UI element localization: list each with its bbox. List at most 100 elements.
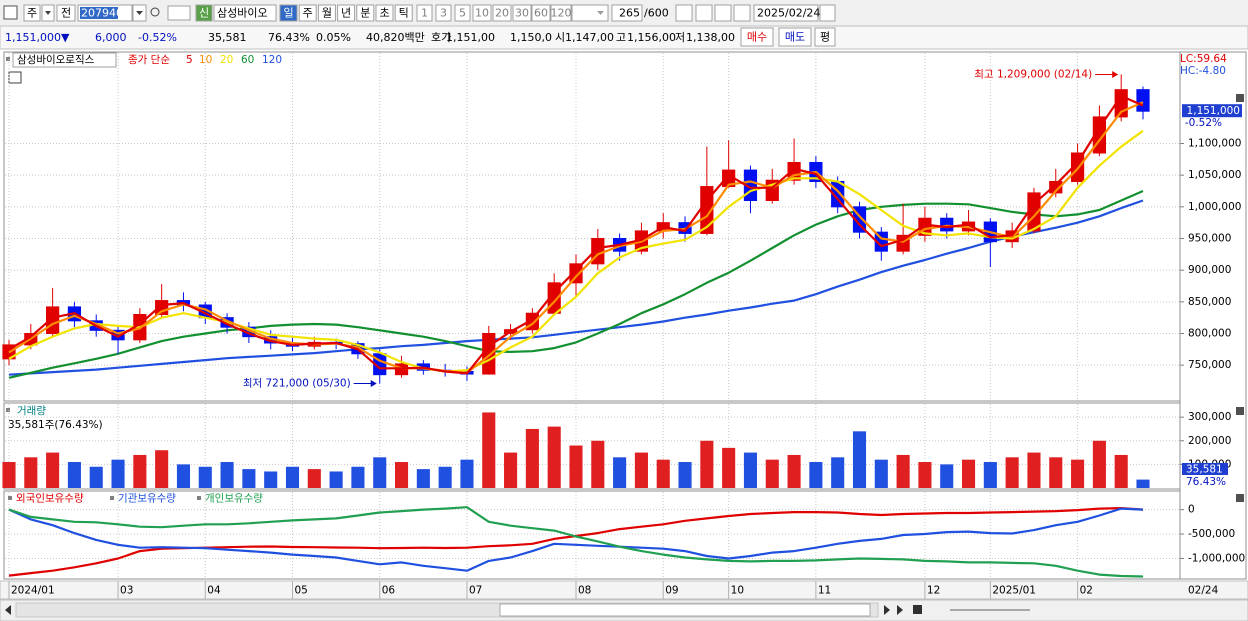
button[interactable] (512, 4, 532, 22)
volume-bar (264, 471, 278, 488)
tool-icon[interactable] (695, 4, 713, 22)
count-text: 265 (619, 7, 640, 20)
button[interactable] (317, 4, 336, 22)
volume-bar (1114, 454, 1128, 488)
last-price-box (1182, 104, 1242, 118)
search-icon[interactable] (150, 7, 160, 17)
quote-low-label: 저 (675, 31, 685, 44)
button[interactable] (375, 4, 394, 22)
date-box[interactable] (753, 4, 819, 22)
sound-icon[interactable] (167, 5, 191, 21)
candle-body (940, 217, 954, 232)
y-tick-label: 300,000 (1188, 411, 1231, 423)
last-volume-box (1182, 463, 1228, 475)
volume-bar (2, 462, 16, 488)
settings-icon[interactable] (733, 4, 751, 22)
interval-label: 월 (322, 7, 332, 20)
save-icon[interactable] (714, 4, 732, 22)
button[interactable] (279, 4, 298, 22)
y-tick-label: 800,000 (1188, 328, 1231, 340)
tool-icon[interactable] (675, 4, 693, 22)
volume-bar (155, 450, 169, 488)
stop-button[interactable] (913, 605, 922, 614)
count-box[interactable] (611, 4, 643, 22)
legend-entry: 개인보유수량 (205, 493, 263, 505)
volume-bar (961, 459, 976, 488)
volume-bar (918, 462, 932, 488)
volume-bar (1005, 457, 1019, 488)
scroll-left[interactable] (5, 605, 11, 615)
interval-label: 주 (303, 7, 313, 20)
button[interactable] (195, 4, 213, 22)
window-icon[interactable] (3, 5, 18, 20)
quote-bid: 1,150,0 (510, 31, 552, 44)
volume-bar (67, 462, 81, 488)
volume-bar (547, 426, 561, 488)
volume-bar (373, 457, 387, 488)
panel-button[interactable] (1236, 94, 1244, 102)
x-last-date: 02/24 (1188, 585, 1219, 597)
volume-bar (743, 452, 758, 488)
volume-bar (242, 469, 256, 488)
title-box (12, 52, 117, 68)
volume-bar (874, 459, 888, 488)
calendar-icon[interactable] (819, 4, 836, 22)
button[interactable] (416, 4, 433, 22)
button[interactable] (298, 4, 317, 22)
chart-title: 삼성바이오로직스 (17, 54, 95, 66)
volume-bar (831, 457, 845, 488)
table-icon[interactable] (8, 71, 22, 84)
button[interactable] (492, 4, 512, 22)
volume-bar (504, 452, 518, 488)
button[interactable] (23, 4, 41, 22)
volume-bar (460, 459, 474, 488)
multiplier-label: 30 (515, 7, 529, 20)
panel-button[interactable] (1236, 407, 1244, 415)
quote-amount: 40,820백만 (366, 31, 425, 44)
button[interactable] (337, 4, 356, 22)
button[interactable] (56, 4, 76, 22)
button[interactable] (531, 4, 551, 22)
scroll-thumb[interactable] (499, 603, 871, 617)
volume-bar (983, 462, 997, 488)
volume-bar (133, 454, 147, 488)
scroll-controls[interactable] (884, 605, 903, 615)
quote-change-pct: -0.52% (138, 31, 177, 44)
quote-high-label: 고 (616, 31, 626, 44)
new-label: 신 (199, 7, 209, 20)
multiplier-label: 3 (440, 7, 447, 20)
interval-label: 틱 (399, 7, 409, 20)
interval-label: 일 (283, 6, 293, 20)
button[interactable] (356, 4, 375, 22)
order-button[interactable] (778, 27, 812, 47)
volume-bar (634, 452, 648, 488)
volume-bar (1027, 452, 1041, 488)
volume-title: 거래량 (17, 405, 46, 417)
y-tick-label: 1,100,000 (1188, 138, 1241, 150)
order-button[interactable] (814, 27, 836, 47)
dropdown[interactable] (571, 4, 609, 22)
last-price-label: 1,151,000 (1187, 105, 1240, 117)
button[interactable] (550, 4, 572, 22)
button[interactable] (454, 4, 471, 22)
order-button[interactable] (740, 27, 774, 47)
volume-bar (525, 428, 539, 488)
volume-bar (351, 466, 365, 488)
multiplier-label: 5 (459, 7, 466, 20)
quote-low: 1,138,00 (686, 31, 735, 44)
volume-bar (24, 457, 38, 488)
multiplier-label: 10 (475, 7, 489, 20)
x-tick-label: 2025/01 (992, 585, 1036, 597)
volume-bar (394, 462, 409, 488)
volume-bar (656, 459, 670, 488)
x-tick-label: 06 (382, 585, 396, 597)
panel-button[interactable] (1236, 494, 1244, 502)
button[interactable] (472, 4, 492, 22)
button[interactable] (435, 4, 452, 22)
volume-bar (111, 459, 125, 488)
order-label: 매수 (747, 31, 767, 44)
max-text: /600 (644, 7, 669, 20)
y-tick-label: 200,000 (1188, 435, 1231, 447)
button[interactable] (394, 4, 413, 22)
volume-bar (787, 454, 801, 488)
